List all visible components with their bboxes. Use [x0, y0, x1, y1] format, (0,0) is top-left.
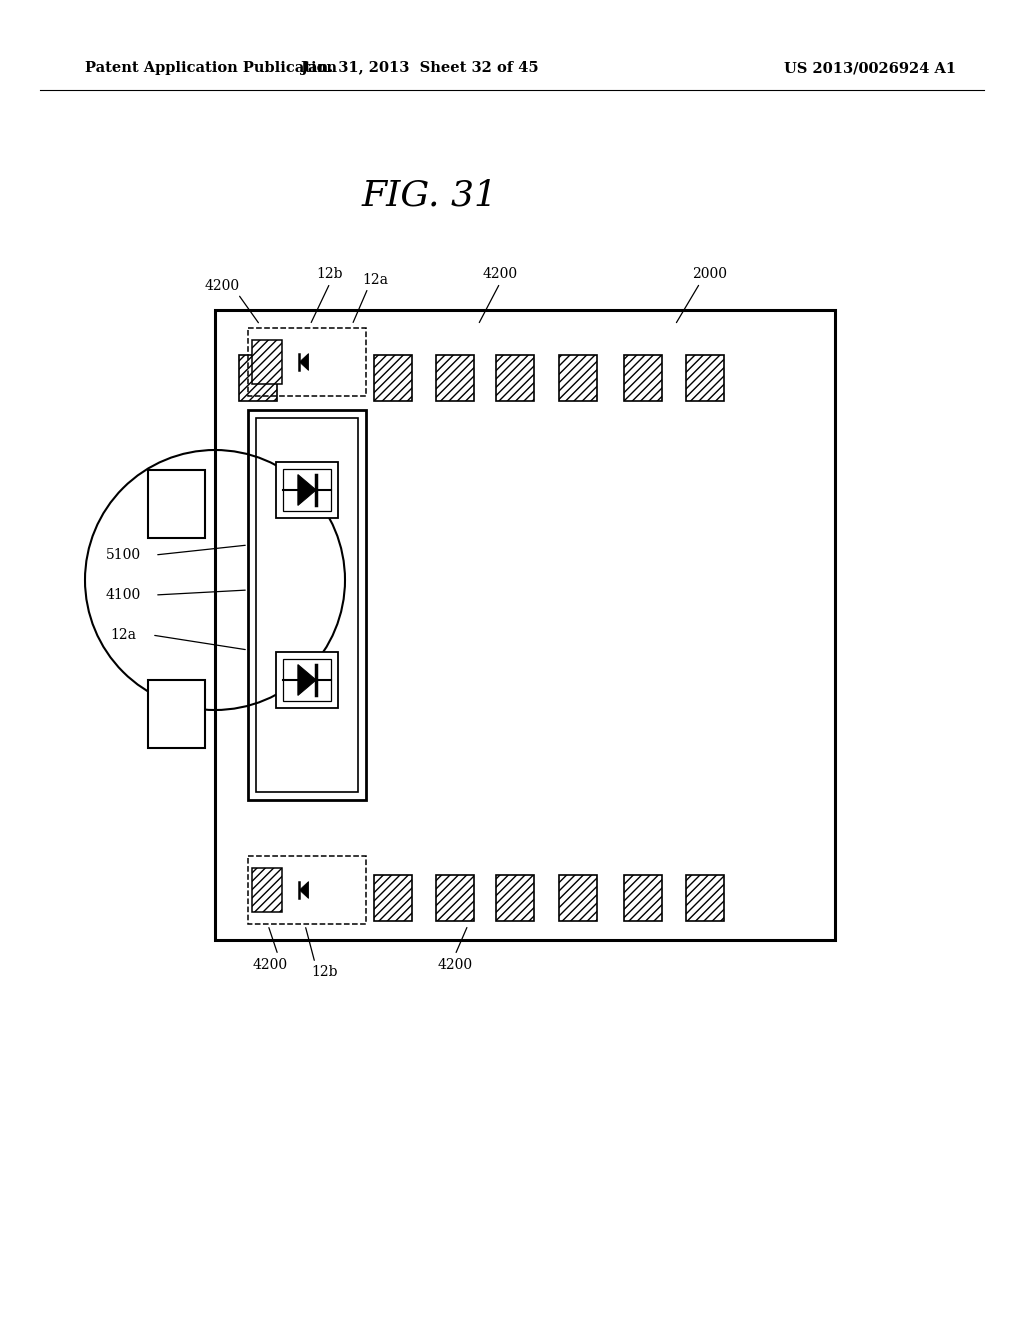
Bar [686, 875, 724, 921]
Bar [436, 355, 474, 401]
Text: 12a: 12a [110, 628, 136, 642]
Text: 4200: 4200 [482, 267, 517, 281]
Bar [276, 462, 338, 517]
Text: 2000: 2000 [692, 267, 727, 281]
Bar [248, 411, 366, 800]
Polygon shape [298, 664, 316, 696]
Bar [284, 469, 331, 511]
Text: Patent Application Publication: Patent Application Publication [85, 61, 337, 75]
Bar [374, 875, 412, 921]
Text: FIG. 31: FIG. 31 [362, 178, 498, 213]
Bar [686, 355, 724, 401]
Polygon shape [299, 882, 308, 899]
Bar [624, 355, 662, 401]
Bar [559, 355, 597, 401]
Text: 12a: 12a [362, 273, 388, 286]
Bar [148, 470, 205, 539]
Text: 4100: 4100 [105, 587, 140, 602]
Bar [276, 652, 338, 708]
Bar [284, 659, 331, 701]
Bar [496, 355, 534, 401]
Bar [436, 875, 474, 921]
Bar [248, 327, 366, 396]
Bar [239, 355, 278, 401]
Bar [215, 310, 835, 940]
Bar [252, 341, 282, 384]
Polygon shape [299, 354, 308, 371]
Bar [252, 869, 282, 912]
Polygon shape [298, 475, 316, 506]
Text: 12b: 12b [316, 267, 343, 281]
Text: 5100: 5100 [105, 548, 140, 562]
Bar [148, 680, 205, 748]
Bar [256, 418, 358, 792]
Bar [624, 875, 662, 921]
Text: 4200: 4200 [253, 958, 288, 972]
Text: Jan. 31, 2013  Sheet 32 of 45: Jan. 31, 2013 Sheet 32 of 45 [301, 61, 539, 75]
Text: 4200: 4200 [205, 279, 240, 293]
Bar [374, 355, 412, 401]
Text: 4200: 4200 [437, 958, 472, 972]
Bar [496, 875, 534, 921]
Bar [559, 875, 597, 921]
Bar [248, 855, 366, 924]
Text: US 2013/0026924 A1: US 2013/0026924 A1 [784, 61, 956, 75]
Text: 12b: 12b [311, 965, 338, 979]
